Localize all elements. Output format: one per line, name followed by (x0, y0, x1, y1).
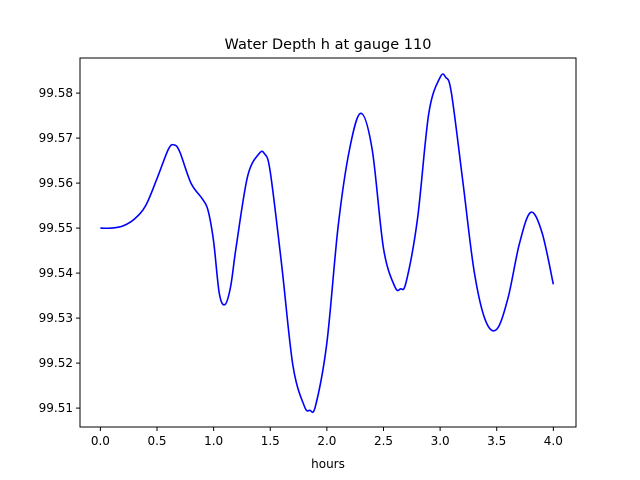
x-tick-label: 1.0 (204, 434, 223, 448)
x-tick-label: 1.5 (261, 434, 280, 448)
x-tick-label: 4.0 (544, 434, 563, 448)
y-tick-label: 99.58 (39, 86, 73, 100)
series-line (100, 73, 555, 414)
y-axis: 99.51 99.52 99.53 99.54 99.55 99.56 99.57 99.58 (39, 86, 80, 415)
x-tick-label: 2.5 (374, 434, 393, 448)
y-tick-label: 99.54 (39, 266, 73, 280)
x-tick-label: 2.0 (317, 434, 336, 448)
y-tick-label: 99.57 (39, 131, 73, 145)
chart-title: Water Depth h at gauge 110 (225, 37, 432, 53)
y-tick-label: 99.56 (39, 176, 73, 190)
x-tick-label: 0.5 (147, 434, 166, 448)
plot-frame (79, 57, 577, 428)
x-axis-label: hours (311, 457, 345, 471)
y-tick-label: 99.55 (39, 221, 73, 235)
x-axis: 0.0 0.5 1.0 1.5 2.0 2.5 3.0 3.5 4.0 (91, 427, 563, 448)
series-layer (100, 73, 555, 414)
y-tick-label: 99.52 (39, 356, 73, 370)
y-tick-label: 99.51 (39, 401, 73, 415)
x-tick-label: 0.0 (91, 434, 110, 448)
y-tick-label: 99.53 (39, 311, 73, 325)
x-tick-label: 3.5 (487, 434, 506, 448)
x-tick-label: 3.0 (431, 434, 450, 448)
